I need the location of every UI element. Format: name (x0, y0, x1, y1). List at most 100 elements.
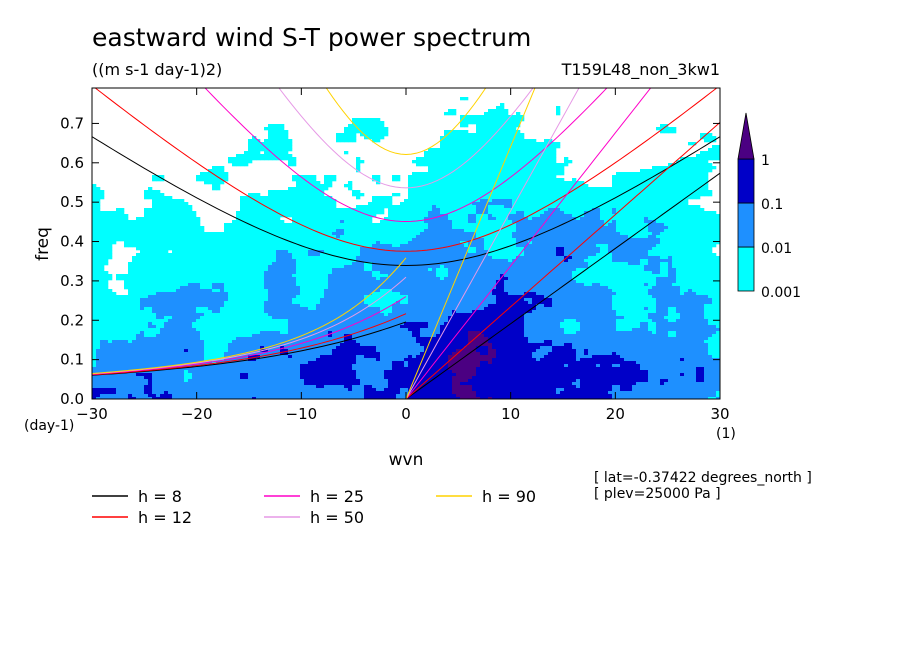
heat-cell (484, 145, 489, 149)
heat-cell (160, 214, 165, 218)
heat-cell (400, 244, 405, 248)
heat-cell (496, 139, 501, 143)
heat-cell (564, 208, 569, 212)
heat-cell (308, 250, 313, 254)
heat-cell (488, 220, 493, 224)
heat-cell (540, 160, 545, 164)
heat-cell (244, 238, 249, 242)
heat-cell (584, 208, 589, 212)
heat-cell (600, 238, 605, 242)
heat-cell (324, 256, 329, 260)
heat-cell (632, 256, 637, 260)
heat-cell (100, 247, 105, 251)
heat-cell (592, 187, 597, 191)
heat-cell (536, 148, 541, 152)
heat-cell (392, 247, 397, 251)
heat-cell (316, 226, 321, 230)
heat-cell (624, 217, 629, 221)
heat-cell (364, 262, 369, 266)
heat-cell (644, 214, 649, 218)
heat-cell (336, 136, 341, 140)
heat-cell (168, 253, 173, 257)
heat-cell (668, 199, 673, 203)
heat-cell (260, 229, 265, 233)
heat-cell (528, 187, 533, 191)
heat-cell (324, 250, 329, 254)
heat-cell (644, 205, 649, 209)
heat-cell (268, 205, 273, 209)
heat-cell (124, 232, 129, 236)
heat-cell (344, 232, 349, 236)
heat-cell (464, 154, 469, 158)
heat-cell (196, 220, 201, 224)
heat-cell (700, 232, 705, 236)
heat-cell (464, 130, 469, 134)
heat-cell (612, 205, 617, 209)
heat-cell (92, 202, 97, 206)
heat-cell (484, 196, 489, 200)
heat-cell (528, 241, 533, 245)
heat-cell (148, 193, 153, 197)
heat-cell (532, 262, 537, 266)
heat-cell (540, 184, 545, 188)
heat-cell (696, 262, 701, 266)
heat-cell (456, 253, 461, 257)
heat-cell (660, 241, 665, 245)
heat-cell (676, 217, 681, 221)
heat-cell (212, 169, 217, 173)
heat-cell (292, 238, 297, 242)
heat-cell (464, 181, 469, 185)
heat-cell (96, 250, 101, 254)
heat-cell (520, 190, 525, 194)
heat-cell (356, 196, 361, 200)
heat-cell (92, 217, 97, 221)
heat-cell (616, 235, 621, 239)
heat-cell (96, 220, 101, 224)
heat-cell (480, 190, 485, 194)
heat-cell (468, 175, 473, 179)
heat-cell (444, 208, 449, 212)
heat-cell (268, 229, 273, 233)
heat-cell (360, 160, 365, 164)
heat-cell (676, 208, 681, 212)
heat-cell (504, 241, 509, 245)
heat-cell (412, 184, 417, 188)
heat-cell (152, 265, 157, 269)
heat-cell (380, 133, 385, 137)
heat-cell (436, 226, 441, 230)
heat-cell (308, 211, 313, 215)
heat-cell (296, 241, 301, 245)
heat-cell (676, 172, 681, 176)
heat-cell (240, 157, 245, 161)
heat-cell (280, 220, 285, 224)
heat-cell (384, 127, 389, 131)
heat-cell (396, 208, 401, 212)
heat-cell (644, 253, 649, 257)
heat-cell (668, 166, 673, 170)
heat-cell (448, 157, 453, 161)
heat-cell (476, 202, 481, 206)
heat-cell (508, 148, 513, 152)
heat-cell (620, 223, 625, 227)
heat-cell (464, 157, 469, 161)
heat-cell (444, 238, 449, 242)
heat-cell (452, 184, 457, 188)
heat-cell (552, 178, 557, 182)
heat-cell (348, 124, 353, 128)
heat-cell (640, 223, 645, 227)
heat-cell (704, 187, 709, 191)
heat-cell (432, 187, 437, 191)
heat-cell (280, 139, 285, 143)
heat-cell (332, 214, 337, 218)
heat-cell (388, 232, 393, 236)
heat-cell (216, 265, 221, 269)
heat-cell (696, 175, 701, 179)
heat-cell (556, 256, 561, 260)
heat-cell (496, 250, 501, 254)
heat-cell (336, 259, 341, 263)
heat-cell (192, 247, 197, 251)
heat-cell (468, 121, 473, 125)
heat-cell (368, 244, 373, 248)
heat-cell (316, 235, 321, 239)
heat-cell (280, 256, 285, 260)
